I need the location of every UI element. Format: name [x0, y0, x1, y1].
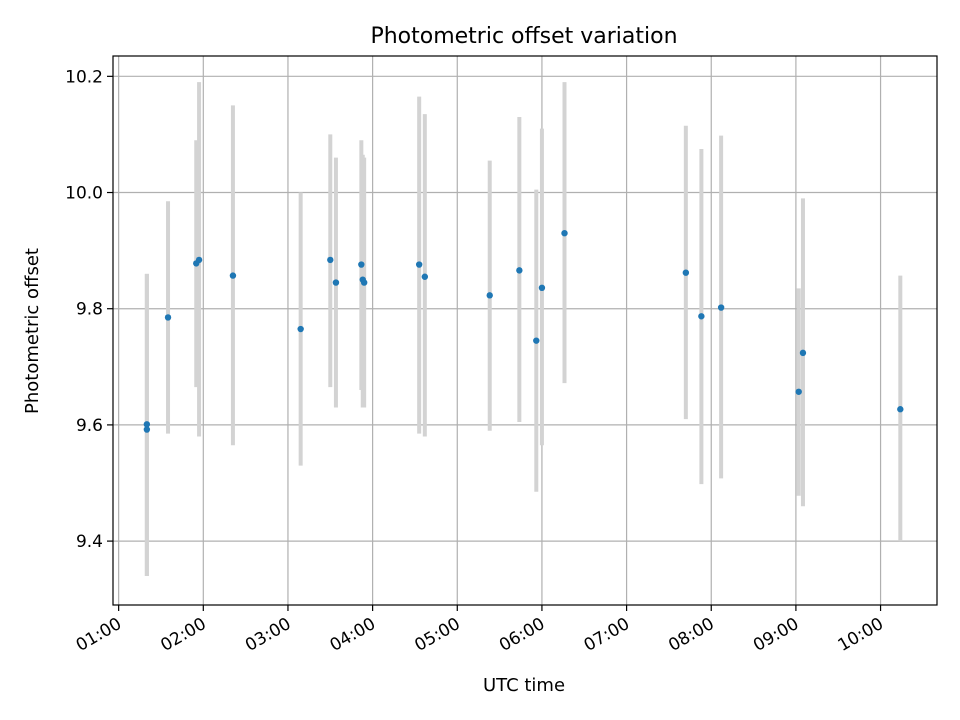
y-tick-label: 9.4	[76, 532, 103, 552]
data-point	[297, 325, 304, 333]
data-point	[795, 388, 802, 395]
data-point	[415, 261, 423, 268]
data-point	[421, 273, 429, 280]
y-axis-label: Photometric offset	[22, 248, 43, 414]
data-point	[164, 314, 172, 321]
data-point	[538, 284, 546, 291]
x-axis-label: UTC time	[483, 675, 565, 696]
data-point	[682, 269, 690, 276]
data-point	[799, 349, 807, 357]
data-point	[229, 272, 237, 279]
plot-frame	[112, 55, 938, 606]
data-point	[332, 279, 340, 286]
y-tick-label: 9.8	[76, 300, 103, 320]
chart-title: Photometric offset variation	[370, 24, 677, 49]
data-point	[143, 426, 151, 433]
data-point	[717, 304, 725, 311]
y-axis-ticks: 9.4 9.6 9.8 10.0 10.2	[65, 67, 113, 552]
data-point	[516, 267, 523, 274]
data-point	[358, 261, 365, 268]
data-point	[533, 337, 540, 344]
data-point	[897, 406, 904, 413]
data-point	[561, 229, 568, 237]
data-point	[195, 256, 203, 264]
data-point	[698, 313, 705, 320]
y-tick-label: 10.0	[65, 184, 103, 204]
y-tick-label: 9.6	[76, 416, 103, 436]
y-tick-label: 10.2	[65, 67, 103, 87]
data-points	[143, 229, 904, 433]
data-point	[143, 421, 151, 428]
data-point	[327, 256, 334, 264]
data-point	[360, 279, 368, 286]
data-point	[486, 292, 493, 299]
